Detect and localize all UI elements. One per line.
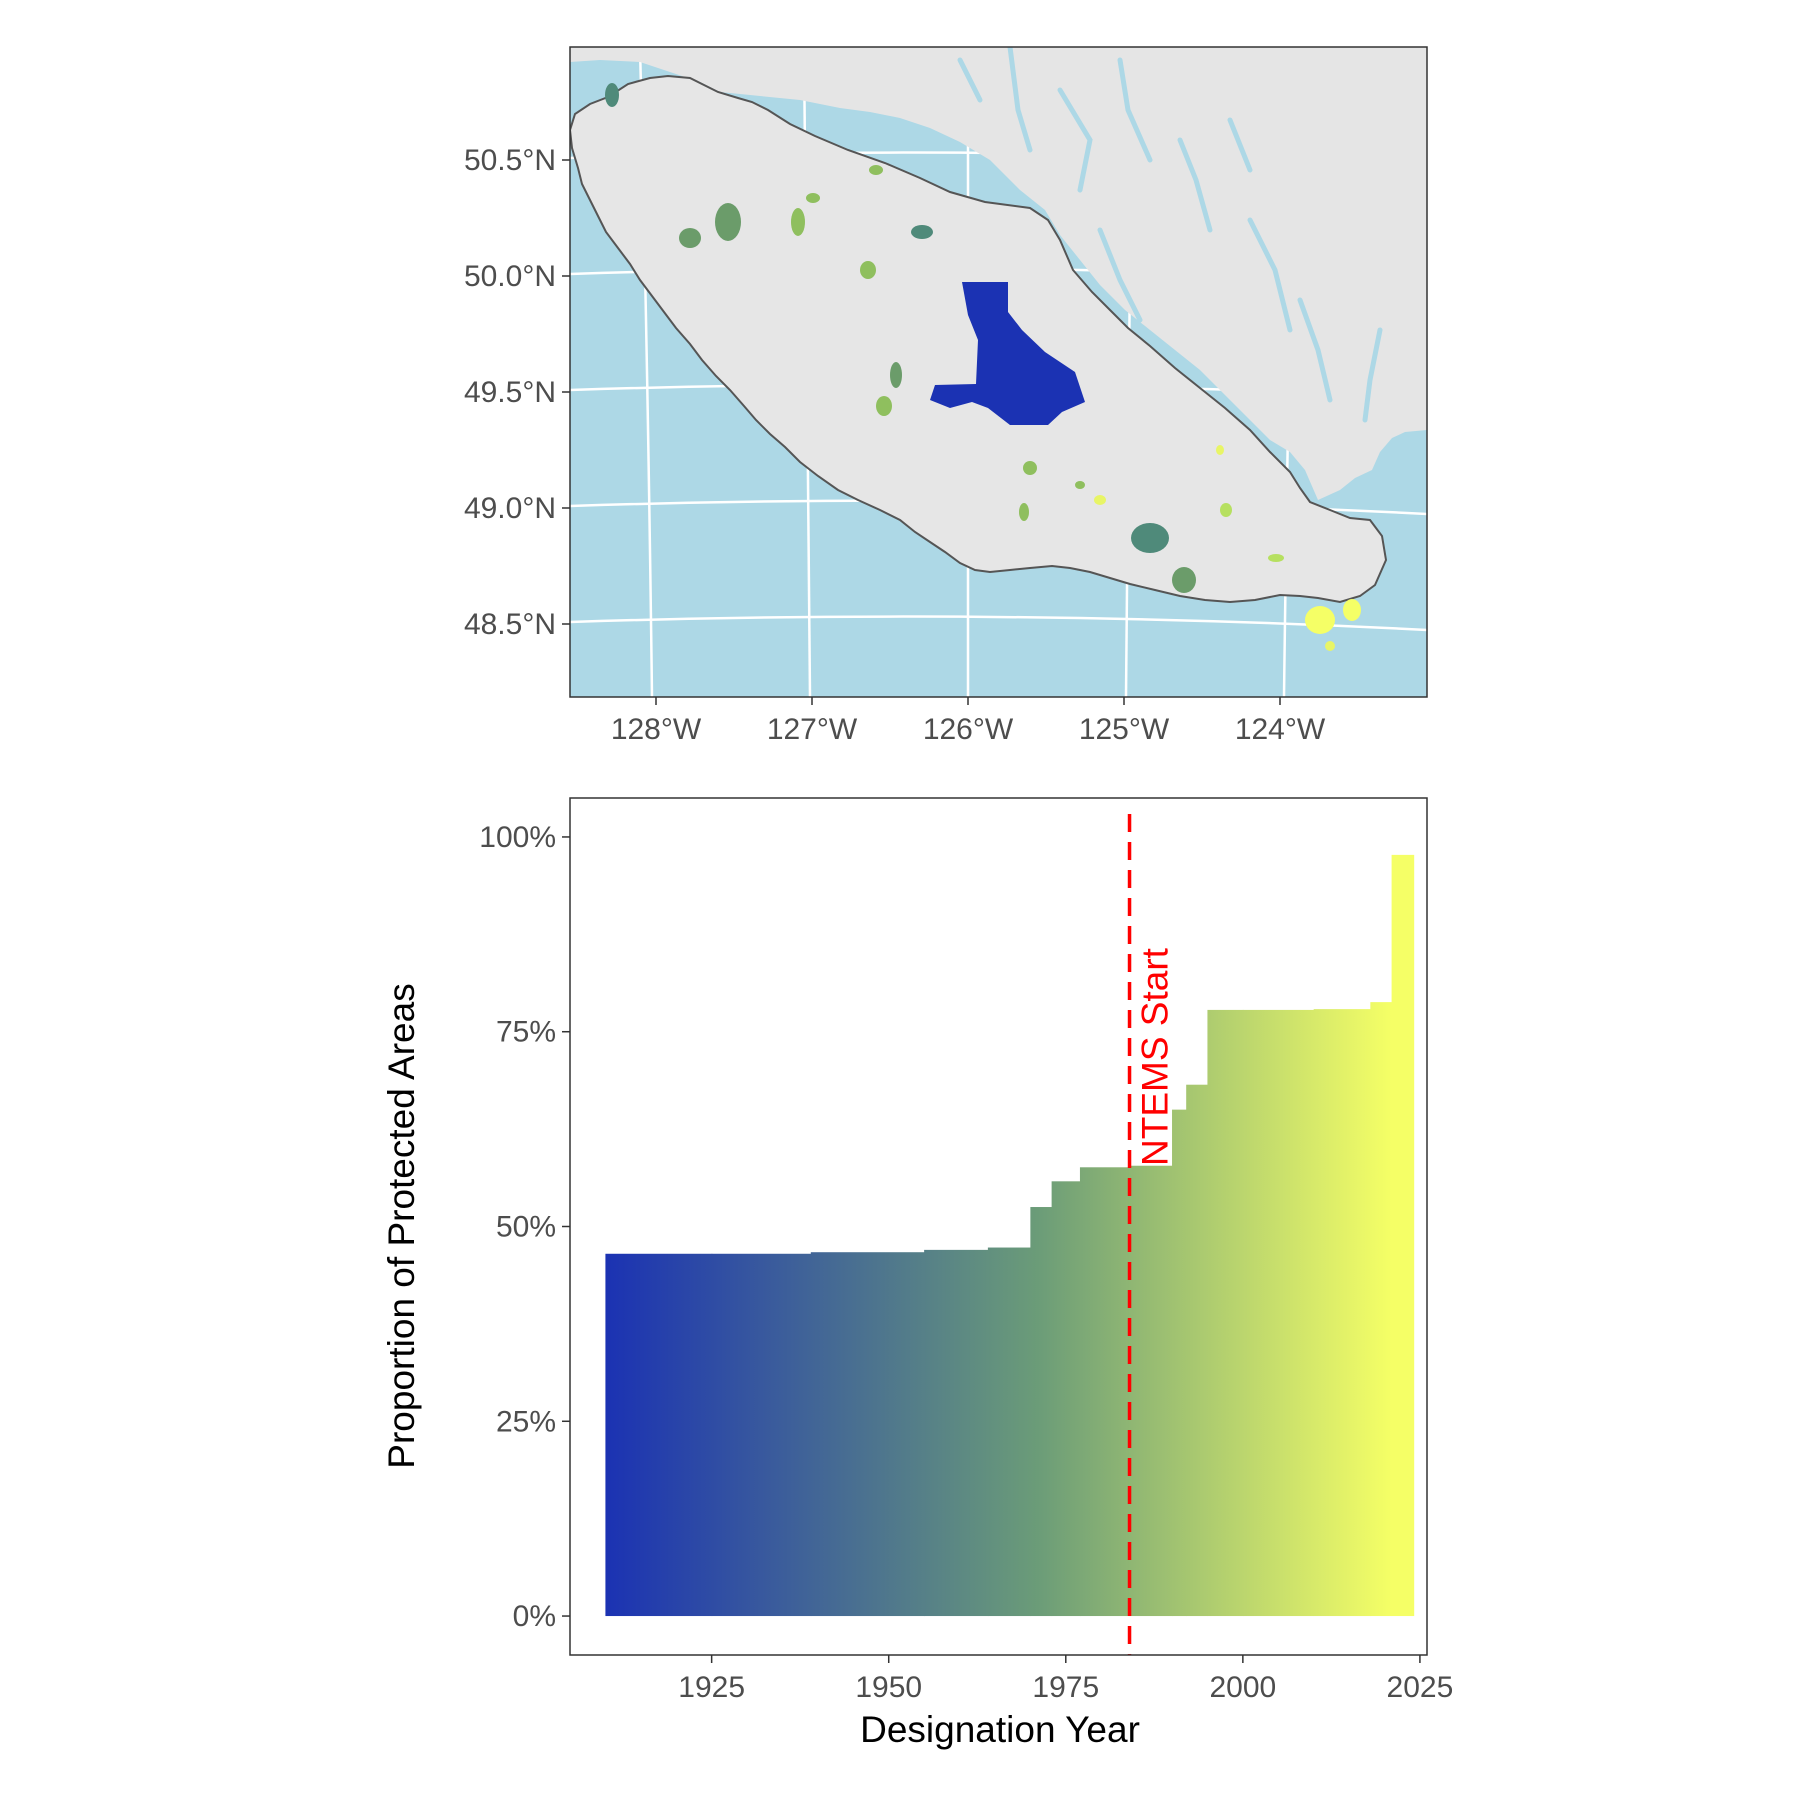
lat-tick-label: 48.5°N bbox=[464, 608, 556, 641]
area-step bbox=[1313, 1009, 1371, 1617]
inlet bbox=[1297, 297, 1333, 403]
x-tick-label: 1950 bbox=[855, 1671, 922, 1704]
parallel-line bbox=[570, 615, 1427, 632]
inlet bbox=[1362, 327, 1383, 423]
protected-area bbox=[791, 208, 805, 236]
protected-area bbox=[1343, 599, 1361, 621]
protected-area bbox=[1172, 567, 1196, 593]
protected-area bbox=[1305, 606, 1335, 634]
protected-area bbox=[1023, 461, 1037, 475]
inlet bbox=[1007, 47, 1033, 153]
map-axes: 50.5°N 50.0°N 49.5°N 49.0°N 48.5°N 128°W 127°W… bbox=[464, 144, 1326, 746]
area-step bbox=[810, 1252, 925, 1617]
map-border bbox=[569, 46, 1428, 698]
lon-tick-label: 126°W bbox=[923, 713, 1014, 746]
y-tick-label: 0% bbox=[513, 1600, 556, 1633]
protected-areas bbox=[605, 83, 1361, 651]
area-step bbox=[987, 1247, 1031, 1617]
protected-area bbox=[1131, 523, 1169, 553]
area-step bbox=[1242, 1009, 1315, 1617]
mainland bbox=[570, 47, 1427, 500]
inlet bbox=[1117, 57, 1153, 163]
protected-area-strathcona bbox=[930, 282, 1085, 425]
protected-area bbox=[605, 83, 619, 107]
inlet bbox=[1247, 217, 1293, 333]
lon-tick-label: 125°W bbox=[1079, 713, 1170, 746]
y-tick-label: 100% bbox=[479, 821, 556, 854]
protected-area bbox=[1268, 554, 1284, 562]
area-steps bbox=[605, 854, 1415, 1617]
y-axis-title: Proportion of Protected Areas bbox=[381, 983, 422, 1468]
lat-tick-label: 49.0°N bbox=[464, 492, 556, 525]
area-step bbox=[1030, 1207, 1053, 1617]
y-tick-label: 50% bbox=[496, 1211, 556, 1244]
map-panel: 50.5°N 50.0°N 49.5°N 49.0°N 48.5°N 128°W 127°W… bbox=[464, 46, 1428, 746]
protected-area bbox=[679, 228, 701, 248]
area-step bbox=[1207, 1009, 1244, 1617]
protected-area bbox=[1325, 641, 1335, 651]
mainland-inlets bbox=[957, 47, 1383, 423]
area-step bbox=[605, 1253, 713, 1617]
protected-area bbox=[715, 203, 741, 241]
protected-area bbox=[1094, 495, 1106, 505]
inlet bbox=[1177, 137, 1213, 233]
inlet bbox=[1097, 227, 1143, 323]
inlet bbox=[1057, 87, 1093, 193]
area-step bbox=[1051, 1181, 1081, 1617]
lat-tick-label: 49.5°N bbox=[464, 376, 556, 409]
area-step bbox=[1186, 1084, 1209, 1617]
protected-area bbox=[860, 261, 876, 279]
protected-area bbox=[890, 362, 902, 388]
inlet bbox=[957, 57, 983, 103]
x-tick-label: 2000 bbox=[1209, 1671, 1276, 1704]
protected-area bbox=[1019, 503, 1029, 521]
protected-area bbox=[869, 165, 883, 175]
protected-area bbox=[806, 193, 820, 203]
chart-axes: 0% 25% 50% 75% 100% 1925 1950 1975 2000 2025 bbox=[479, 821, 1453, 1704]
x-tick-label: 2025 bbox=[1387, 1671, 1454, 1704]
area-step bbox=[1172, 1109, 1187, 1617]
protected-area bbox=[1220, 503, 1232, 517]
area-step bbox=[711, 1253, 812, 1617]
protected-area bbox=[911, 225, 933, 239]
area-step bbox=[1391, 854, 1415, 1617]
protected-area bbox=[1075, 481, 1085, 489]
x-tick-label: 1975 bbox=[1032, 1671, 1099, 1704]
area-step bbox=[1370, 1002, 1393, 1617]
lon-tick-label: 127°W bbox=[767, 713, 858, 746]
lat-tick-label: 50.5°N bbox=[464, 144, 556, 177]
lon-tick-label: 124°W bbox=[1235, 713, 1326, 746]
protected-area bbox=[876, 396, 892, 416]
y-tick-label: 75% bbox=[496, 1016, 556, 1049]
ntems-start-label: NTEMS Start bbox=[1135, 947, 1176, 1166]
x-axis-title: Designation Year bbox=[860, 1709, 1140, 1750]
x-tick-label: 1925 bbox=[678, 1671, 745, 1704]
area-step bbox=[924, 1249, 989, 1617]
lon-tick-label: 128°W bbox=[611, 713, 702, 746]
area-step bbox=[1129, 1165, 1173, 1617]
protected-area bbox=[1216, 445, 1224, 455]
area-chart-panel: NTEMS Start 0% 25% 50% 75% 100% 1925 1950 1975 2… bbox=[381, 797, 1453, 1750]
area-step bbox=[1079, 1167, 1131, 1617]
inlet bbox=[1227, 117, 1253, 173]
y-tick-label: 25% bbox=[496, 1405, 556, 1438]
lat-tick-label: 50.0°N bbox=[464, 260, 556, 293]
